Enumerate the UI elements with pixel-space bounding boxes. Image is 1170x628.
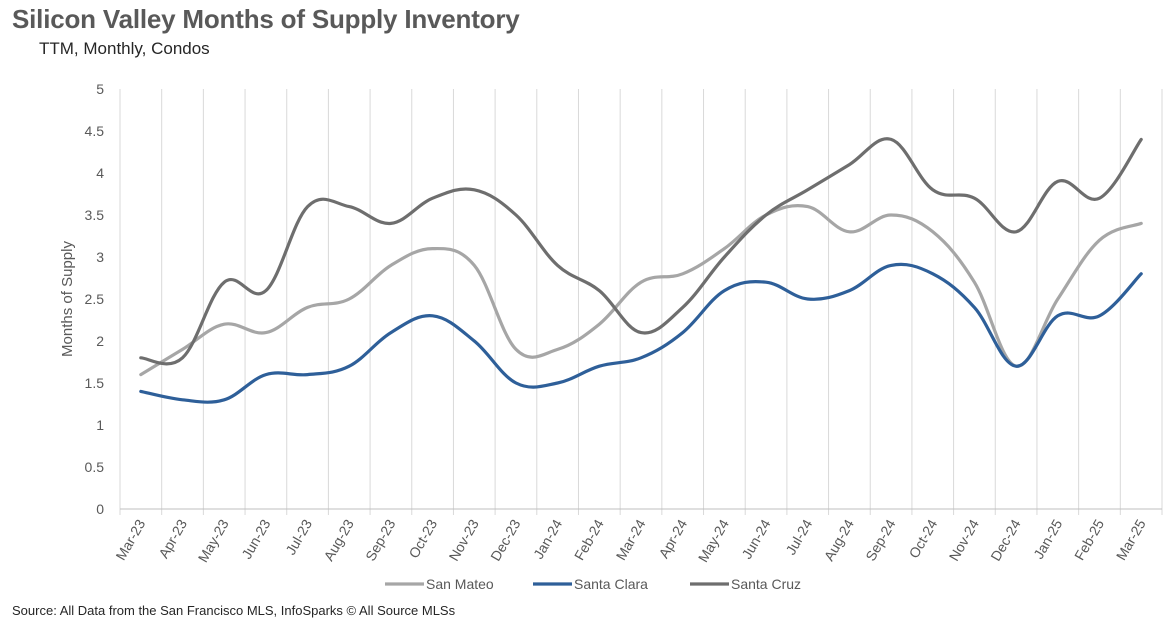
x-tick-label: May-23 (195, 516, 232, 565)
x-tick-label: Sep-23 (362, 516, 399, 563)
x-tick-label: Aug-24 (821, 516, 858, 563)
x-tick-label: Nov-23 (445, 516, 482, 563)
x-tick-label: Nov-24 (946, 516, 983, 563)
x-tick-label: Mar-25 (1113, 516, 1149, 563)
x-tick-label: Jun-24 (738, 516, 773, 561)
y-tick-label: 1.5 (85, 375, 105, 391)
x-tick-label: Sep-24 (862, 516, 899, 563)
chart-subtitle: TTM, Monthly, Condos (39, 39, 210, 58)
series (139, 137, 1143, 404)
x-tick-label: Mar-24 (613, 516, 649, 563)
x-tick-label: Jan-24 (530, 516, 565, 561)
x-tick-label: Oct-24 (905, 516, 940, 561)
x-tick-label: Jun-23 (238, 516, 273, 561)
grid (119, 89, 1163, 515)
x-tick-label: Mar-23 (112, 516, 148, 563)
x-tick-label: Oct-23 (405, 516, 440, 561)
x-tick-label: Feb-25 (1071, 516, 1107, 563)
y-tick-label: 5 (96, 81, 104, 97)
y-tick-label: 4 (96, 165, 104, 181)
y-tick-label: 1 (96, 417, 104, 433)
y-tick-label: 3 (96, 249, 104, 265)
source-note: Source: All Data from the San Francisco … (12, 603, 456, 618)
y-axis-title: Months of Supply (59, 241, 76, 357)
y-tick-label: 3.5 (85, 207, 105, 223)
legend-label-santa-cruz: Santa Cruz (731, 576, 801, 592)
legend: San Mateo Santa Clara Santa Cruz (385, 576, 801, 592)
x-tick-label: Dec-24 (987, 516, 1024, 563)
x-tick-label: Apr-24 (655, 516, 690, 561)
y-tick-label: 4.5 (85, 123, 105, 139)
x-tick-label: Jul-24 (782, 516, 815, 557)
chart-title: Silicon Valley Months of Supply Inventor… (12, 4, 520, 34)
y-tick-label: 0.5 (85, 459, 105, 475)
series-line-san-mateo (139, 203, 1143, 377)
y-tick-label: 2 (96, 333, 104, 349)
y-axis: 0 0.5 1 1.5 2 2.5 3 3.5 4 4.5 5 (85, 81, 105, 517)
x-tick-label: May-24 (695, 516, 732, 565)
series-line-santa-clara (139, 262, 1143, 404)
y-tick-label: 2.5 (85, 291, 105, 307)
x-axis: Mar-23 Apr-23 May-23 Jun-23 Jul-23 Aug-23 Sep-… (112, 516, 1148, 565)
x-tick-label: Jul-23 (282, 516, 315, 557)
x-tick-label: Feb-24 (571, 516, 607, 563)
series-line-santa-cruz (139, 137, 1143, 366)
legend-label-santa-clara: Santa Clara (574, 576, 648, 592)
x-tick-label: Dec-23 (487, 516, 524, 563)
x-tick-label: Apr-23 (155, 516, 190, 561)
y-tick-label: 0 (96, 501, 104, 517)
legend-label-san-mateo: San Mateo (426, 576, 494, 592)
x-tick-label: Jan-25 (1030, 516, 1065, 561)
x-tick-label: Aug-23 (320, 516, 357, 563)
